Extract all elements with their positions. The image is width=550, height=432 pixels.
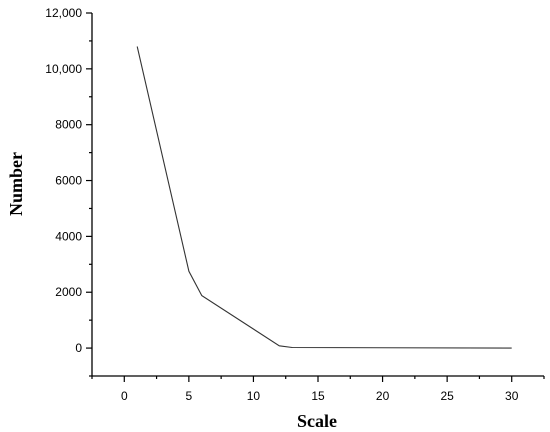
y-tick-label: 4000 — [55, 229, 82, 243]
y-tick-label: 10,000 — [45, 62, 82, 76]
y-tick-label: 0 — [75, 341, 82, 355]
series-line — [136, 46, 512, 349]
y-tick-label: 8000 — [55, 118, 82, 132]
x-tick-label: 30 — [505, 389, 519, 403]
x-tick-label: 20 — [376, 389, 390, 403]
x-tick-label: 25 — [440, 389, 454, 403]
x-axis-title: Scale — [297, 411, 337, 431]
x-tick-label: 10 — [247, 389, 261, 403]
x-ticks: 0 5 10 15 20 25 30 — [91, 376, 545, 403]
x-tick-label: 5 — [186, 389, 193, 403]
y-tick-label: 2000 — [55, 285, 82, 299]
y-tick-label: 6000 — [55, 174, 82, 188]
x-tick-label: 0 — [121, 389, 128, 403]
y-tick-label: 12,000 — [45, 6, 82, 20]
x-tick-label: 15 — [311, 389, 325, 403]
y-ticks: 0 2000 4000 6000 8000 10,000 12,000 — [45, 6, 92, 377]
y-axis-title: Number — [6, 152, 26, 216]
axes — [91, 13, 544, 377]
series-group — [136, 46, 512, 349]
